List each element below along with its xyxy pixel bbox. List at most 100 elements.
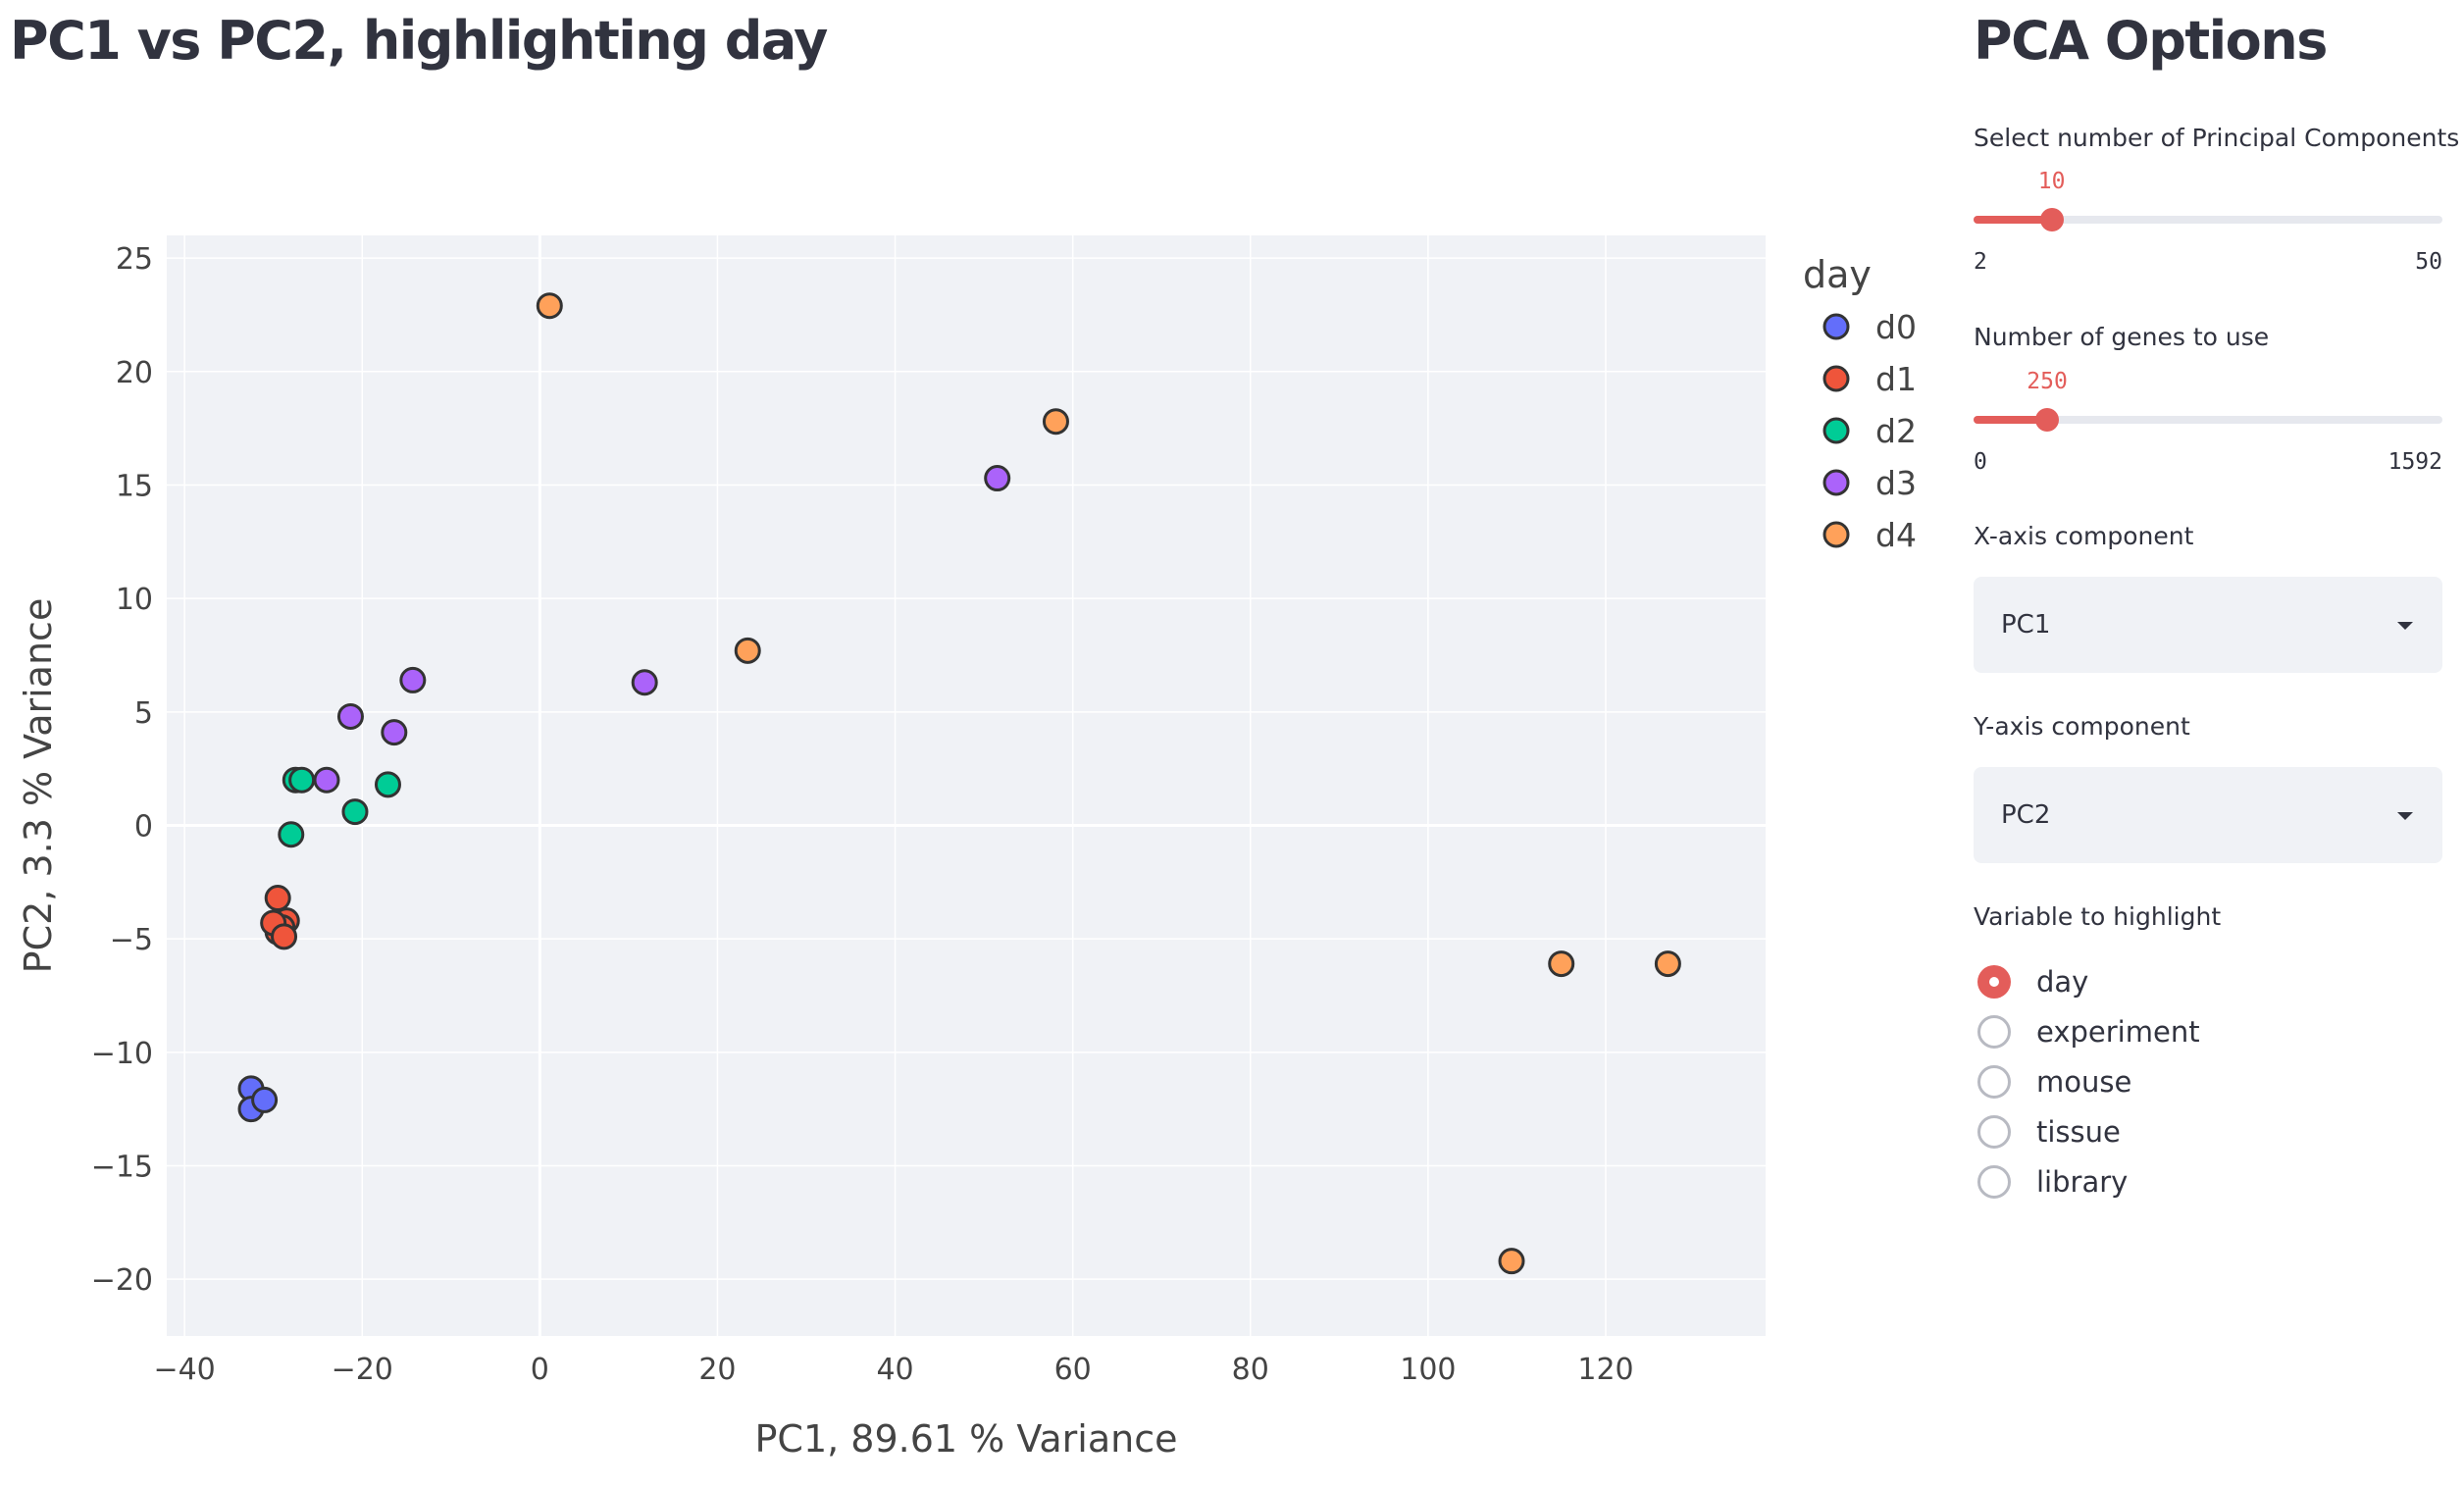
data-point-d4 [1042,408,1069,436]
x-tick-label: 0 [531,1353,549,1387]
legend-marker-d0 [1822,313,1850,340]
genes-slider-value: 250 [2027,369,2068,394]
data-point-d3 [313,766,340,794]
pc-slider-value: 10 [2037,169,2066,194]
y-tick-label: 20 [116,356,153,390]
data-point-d2 [374,771,401,798]
plot-area[interactable] [167,235,1766,1336]
radio-button-icon[interactable] [1977,1115,2011,1149]
x-tick-label: −40 [153,1353,215,1387]
chevron-down-icon [2397,622,2413,630]
x-tick-label: 60 [1054,1353,1092,1387]
highlight-radio-group: day experiment mouse tissue library [1974,959,2268,1209]
x-tick-label: 40 [876,1353,913,1387]
data-point-d3 [399,666,427,693]
data-point-d2 [278,821,305,848]
data-point-d4 [734,637,761,664]
radio-option-experiment[interactable]: experiment [1974,1009,2268,1059]
radio-label: day [2036,965,2089,999]
legend-marker-d4 [1822,521,1850,548]
data-point-d3 [631,669,658,696]
data-point-d3 [381,719,408,746]
y-tick-label: −10 [91,1037,153,1071]
legend-marker-d3 [1822,469,1850,496]
pc-slider[interactable]: 10 2 50 [1974,143,2442,275]
page-title: PC1 vs PC2, highlighting day [10,10,828,72]
x-tick-label: −20 [332,1353,393,1387]
highlight-label: Variable to highlight [1974,902,2222,931]
y-tick-label: −5 [110,923,153,957]
x-axis-select-label: X-axis component [1974,522,2194,550]
genes-slider-fill [1974,416,2048,424]
pc-slider-track[interactable] [1974,216,2442,224]
radio-option-day[interactable]: day [1974,959,2268,1009]
pc-slider-fill [1974,216,2052,224]
y-tick-labels: −20 −15 −10 −5 0 5 10 15 20 25 [91,242,153,1298]
legend-marker-d2 [1822,417,1850,444]
data-point-d1 [264,885,291,912]
data-point-d2 [288,766,316,794]
pc-slider-min: 2 [1974,249,1987,275]
y-tick-label: 25 [116,242,153,277]
y-tick-label: 0 [134,809,153,844]
y-tick-label: 15 [116,469,153,503]
radio-button-icon[interactable] [1977,1065,2011,1099]
y-axis-select[interactable]: PC2 [1974,767,2442,863]
radio-label: experiment [2036,1015,2200,1049]
data-point-d3 [984,465,1011,492]
legend-label-d0: d0 [1875,308,1917,346]
y-axis-label: PC2, 3.3 % Variance [17,598,60,974]
radio-option-mouse[interactable]: mouse [1974,1059,2268,1109]
radio-label: mouse [2036,1065,2132,1099]
y-tick-label: 5 [134,696,153,731]
pc-slider-thumb[interactable] [2039,208,2064,231]
pc-slider-max: 50 [2415,249,2442,275]
legend-label-d1: d1 [1875,360,1917,398]
chevron-down-icon [2397,812,2413,820]
genes-slider-label: Number of genes to use [1974,323,2270,351]
radio-button-icon[interactable] [1977,1165,2011,1199]
genes-slider-max: 1592 [2387,449,2442,475]
genes-slider-min: 0 [1974,449,1987,475]
data-point-d4 [536,292,563,320]
x-axis-select-value: PC1 [2001,610,2051,640]
data-point-d4 [1654,950,1681,978]
y-axis-select-label: Y-axis component [1974,712,2190,741]
y-tick-label: −15 [91,1150,153,1184]
grid-lines [167,235,1766,1336]
genes-slider-thumb[interactable] [2035,408,2060,432]
radio-button-icon[interactable] [1977,1015,2011,1049]
radio-label: tissue [2036,1115,2121,1149]
scatter-chart[interactable]: −40 −20 0 20 40 60 80 100 120 −20 −15 −10 −5 0 5 10 15 2… [0,196,1962,1487]
x-tick-label: 100 [1400,1353,1456,1387]
legend-marker-d1 [1822,365,1850,392]
legend-label-d4: d4 [1875,516,1917,554]
x-axis-select[interactable]: PC1 [1974,577,2442,673]
legend[interactable]: day d0 d1 d2 d3 d4 [1803,253,1917,554]
x-tick-label: 20 [698,1353,736,1387]
x-tick-labels: −40 −20 0 20 40 60 80 100 120 [153,1353,1633,1387]
data-point-d4 [1498,1248,1525,1275]
legend-label-d3: d3 [1875,464,1917,502]
radio-option-tissue[interactable]: tissue [1974,1109,2268,1159]
x-tick-label: 120 [1577,1353,1633,1387]
radio-label: library [2036,1165,2129,1199]
radio-option-library[interactable]: library [1974,1159,2268,1209]
data-point-d1 [271,923,298,950]
data-points [237,292,1681,1275]
legend-label-d2: d2 [1875,412,1917,450]
y-tick-label: −20 [91,1263,153,1298]
sidebar-title: PCA Options [1974,10,2328,72]
data-point-d3 [336,702,364,730]
radio-button-icon[interactable] [1977,965,2011,999]
x-axis-label: PC1, 89.61 % Variance [755,1417,1178,1461]
data-point-d2 [341,798,369,826]
pc-slider-label: Select number of Principal Components [1974,124,2460,152]
data-point-d4 [1548,950,1575,978]
data-point-d0 [251,1086,279,1113]
genes-slider[interactable]: 250 0 1592 [1974,343,2442,475]
legend-title: day [1803,253,1872,296]
y-axis-select-value: PC2 [2001,800,2051,830]
x-tick-label: 80 [1232,1353,1269,1387]
genes-slider-track[interactable] [1974,416,2442,424]
